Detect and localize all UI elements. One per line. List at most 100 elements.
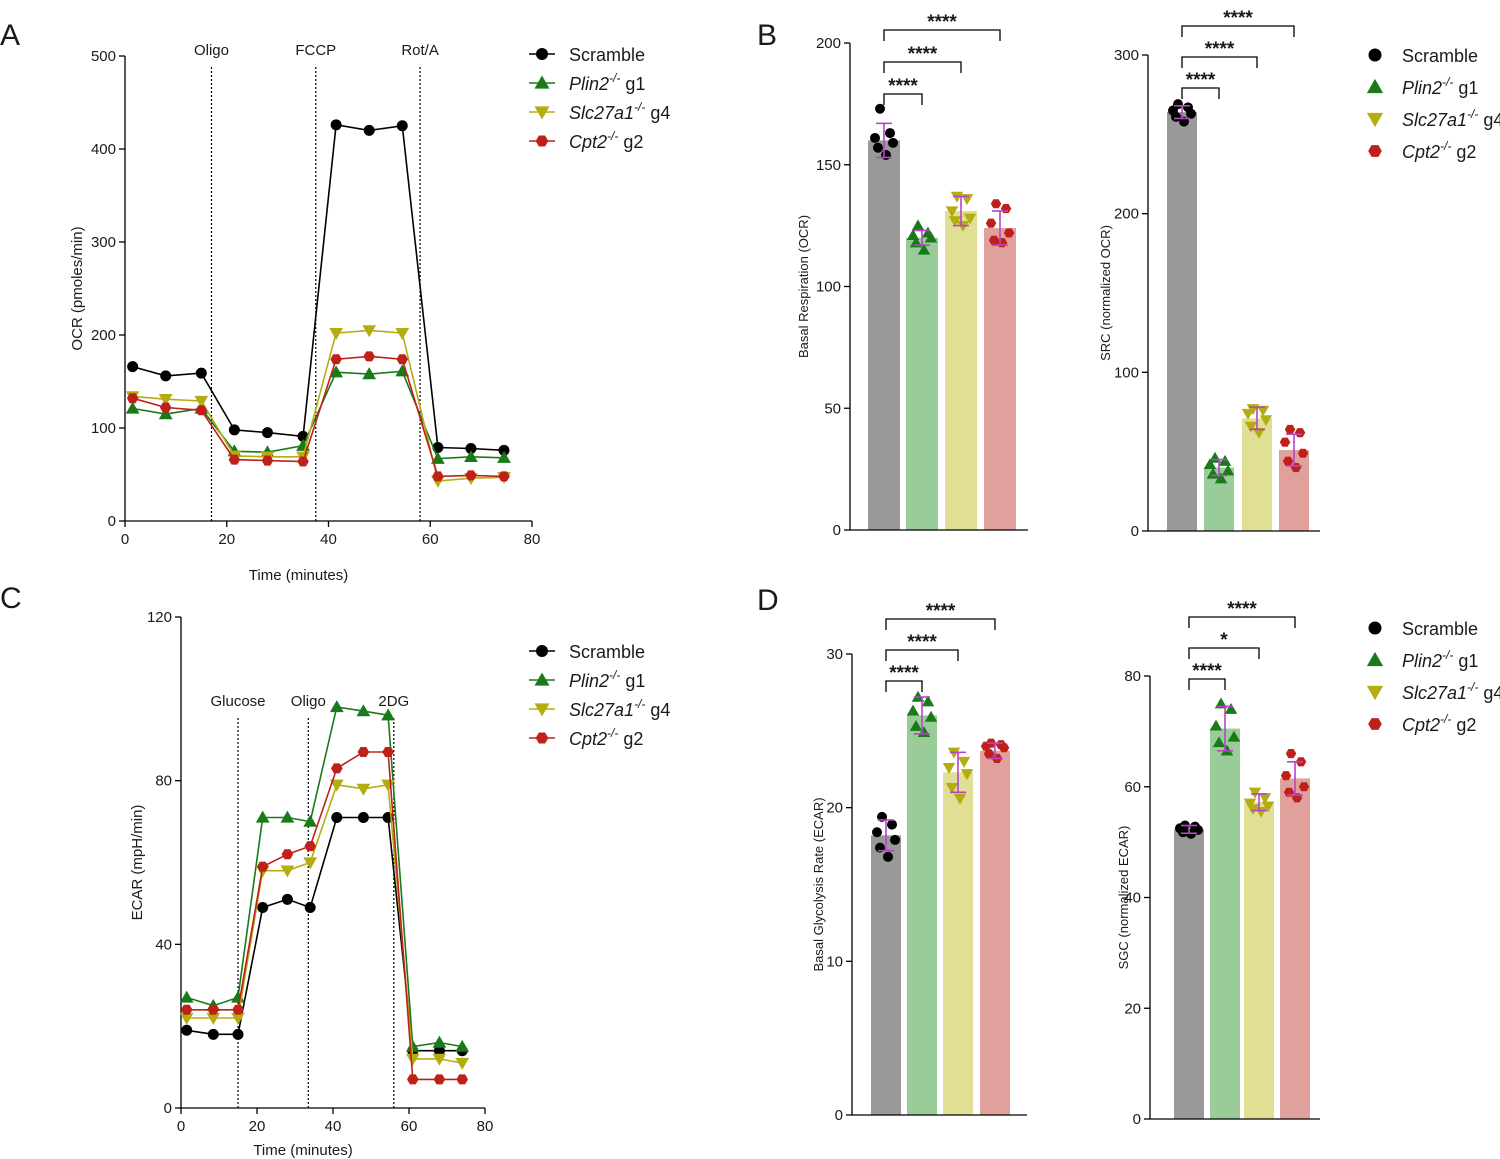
legend-marker-scramble [1368, 48, 1382, 62]
data-point-scramble [181, 1024, 193, 1036]
legend-gene-name: Cpt2 [1402, 715, 1440, 735]
data-point-plin2 [909, 719, 923, 731]
series-line-plin2 [186, 706, 463, 1048]
data-point-cpt2 [363, 351, 375, 362]
significance-label: **** [1186, 70, 1216, 91]
legend-marker-scramble [536, 48, 548, 60]
data-point-slc27a1 [1259, 415, 1273, 427]
legend-label-cpt2: Cpt2-/- g2 [569, 726, 643, 749]
legend-guide-suffix: g4 [645, 103, 670, 123]
significance-bracket [1181, 25, 1295, 37]
legend-label-scramble: Scramble [569, 45, 645, 65]
data-point-plin2 [405, 1039, 420, 1052]
data-point-plin2 [1221, 464, 1235, 476]
y-tick-label: 300 [1114, 47, 1139, 64]
significance-bracket [885, 618, 996, 630]
x-tick-label: 20 [249, 1118, 266, 1135]
data-point-plin2 [1203, 458, 1217, 470]
data-point-plin2 [1224, 702, 1238, 714]
bar-plin2-g1 [907, 715, 937, 1115]
y-tick-label: 100 [1114, 364, 1139, 381]
data-point-cpt2 [331, 763, 343, 774]
bar-cpt2-g2 [984, 228, 1016, 530]
data-point-plin2 [924, 710, 938, 722]
data-point-scramble [887, 819, 897, 830]
data-point-cpt2 [983, 749, 995, 759]
x-tick-label: 60 [422, 531, 439, 548]
data-point-slc27a1 [381, 779, 395, 792]
legend-gene-name: Cpt2 [569, 729, 607, 749]
data-point-slc27a1 [957, 756, 971, 768]
event-label-oligo: Oligo [291, 693, 326, 710]
bar-slc27a1-g4 [1244, 802, 1274, 1119]
significance-label: **** [888, 76, 918, 97]
data-point-scramble [1186, 108, 1196, 119]
legend-gene-name: Slc27a1 [569, 103, 634, 123]
significance-bracket [1188, 647, 1260, 659]
y-tick-label: 200 [1114, 206, 1139, 223]
data-point-cpt2 [1279, 437, 1291, 447]
data-point-scramble [261, 427, 273, 439]
data-point-slc27a1 [1261, 801, 1275, 813]
legend-gene-name: Slc27a1 [569, 700, 634, 720]
data-point-slc27a1 [432, 1053, 447, 1066]
data-point-plin2 [1227, 730, 1241, 742]
event-label-fccp: FCCP [295, 42, 336, 59]
legend-superscript: -/- [609, 668, 620, 682]
data-point-slc27a1 [1244, 421, 1258, 433]
legend-label-slc27a1: Slc27a1-/- g4 [569, 697, 670, 720]
series-line-slc27a1 [132, 329, 505, 482]
data-point-scramble [160, 370, 172, 382]
data-point-cpt2 [126, 393, 139, 404]
legend-superscript: -/- [1467, 680, 1478, 694]
data-point-scramble [357, 811, 369, 823]
bar-plin2-g1 [906, 237, 938, 531]
data-point-cpt2 [357, 747, 370, 757]
data-point-slc27a1 [356, 783, 371, 796]
event-label-oligo: Oligo [194, 42, 229, 59]
legend-superscript: -/- [609, 71, 620, 85]
x-tick-label: 80 [477, 1118, 494, 1135]
data-point-plin2 [1218, 454, 1232, 466]
x-tick-label: 20 [218, 531, 235, 548]
data-point-cpt2 [988, 235, 1000, 245]
series-line-cpt2 [186, 751, 463, 1081]
data-point-plin2 [296, 438, 310, 451]
legend-label-slc27a1: Slc27a1-/- g4 [1402, 680, 1500, 703]
legend-guide-suffix: g2 [1451, 715, 1476, 735]
y-tick-label: 100 [91, 420, 116, 437]
legend-gene-name: Plin2 [569, 74, 609, 94]
panel-letter: D [757, 584, 779, 617]
significance-label: * [1220, 630, 1228, 651]
significance-label: **** [907, 632, 937, 653]
significance-label: **** [926, 601, 956, 622]
significance-label: **** [1205, 39, 1235, 60]
data-point-slc27a1 [960, 769, 974, 781]
legend-gene-name: Plin2 [569, 671, 609, 691]
x-tick-label: 80 [524, 531, 541, 548]
event-label-rot-a: Rot/A [401, 42, 439, 59]
legend-superscript: -/- [1442, 648, 1453, 662]
x-axis-label: Time (minutes) [253, 1142, 352, 1159]
data-point-cpt2 [1297, 448, 1309, 458]
data-point-cpt2 [980, 741, 992, 751]
data-point-slc27a1 [280, 865, 295, 878]
legend-marker-slc27a1 [534, 703, 550, 717]
data-point-scramble [232, 1028, 244, 1040]
y-axis-label: SRC (normalized OCR) [1098, 225, 1113, 361]
y-tick-label: 200 [91, 327, 116, 344]
y-tick-label: 50 [824, 400, 841, 417]
y-tick-label: 0 [164, 1100, 172, 1117]
data-point-plin2 [255, 810, 270, 823]
y-tick-label: 60 [1124, 779, 1141, 796]
y-tick-label: 80 [1124, 668, 1141, 685]
series-line-scramble [132, 123, 505, 452]
bar-plin2-g1 [1210, 728, 1240, 1119]
data-point-scramble [396, 120, 408, 132]
data-point-slc27a1 [1246, 804, 1260, 816]
legend-gene-name: Plin2 [1402, 651, 1442, 671]
y-axis-label: Basal Glycolysis Rate (ECAR) [811, 797, 826, 971]
data-point-slc27a1 [963, 213, 977, 225]
